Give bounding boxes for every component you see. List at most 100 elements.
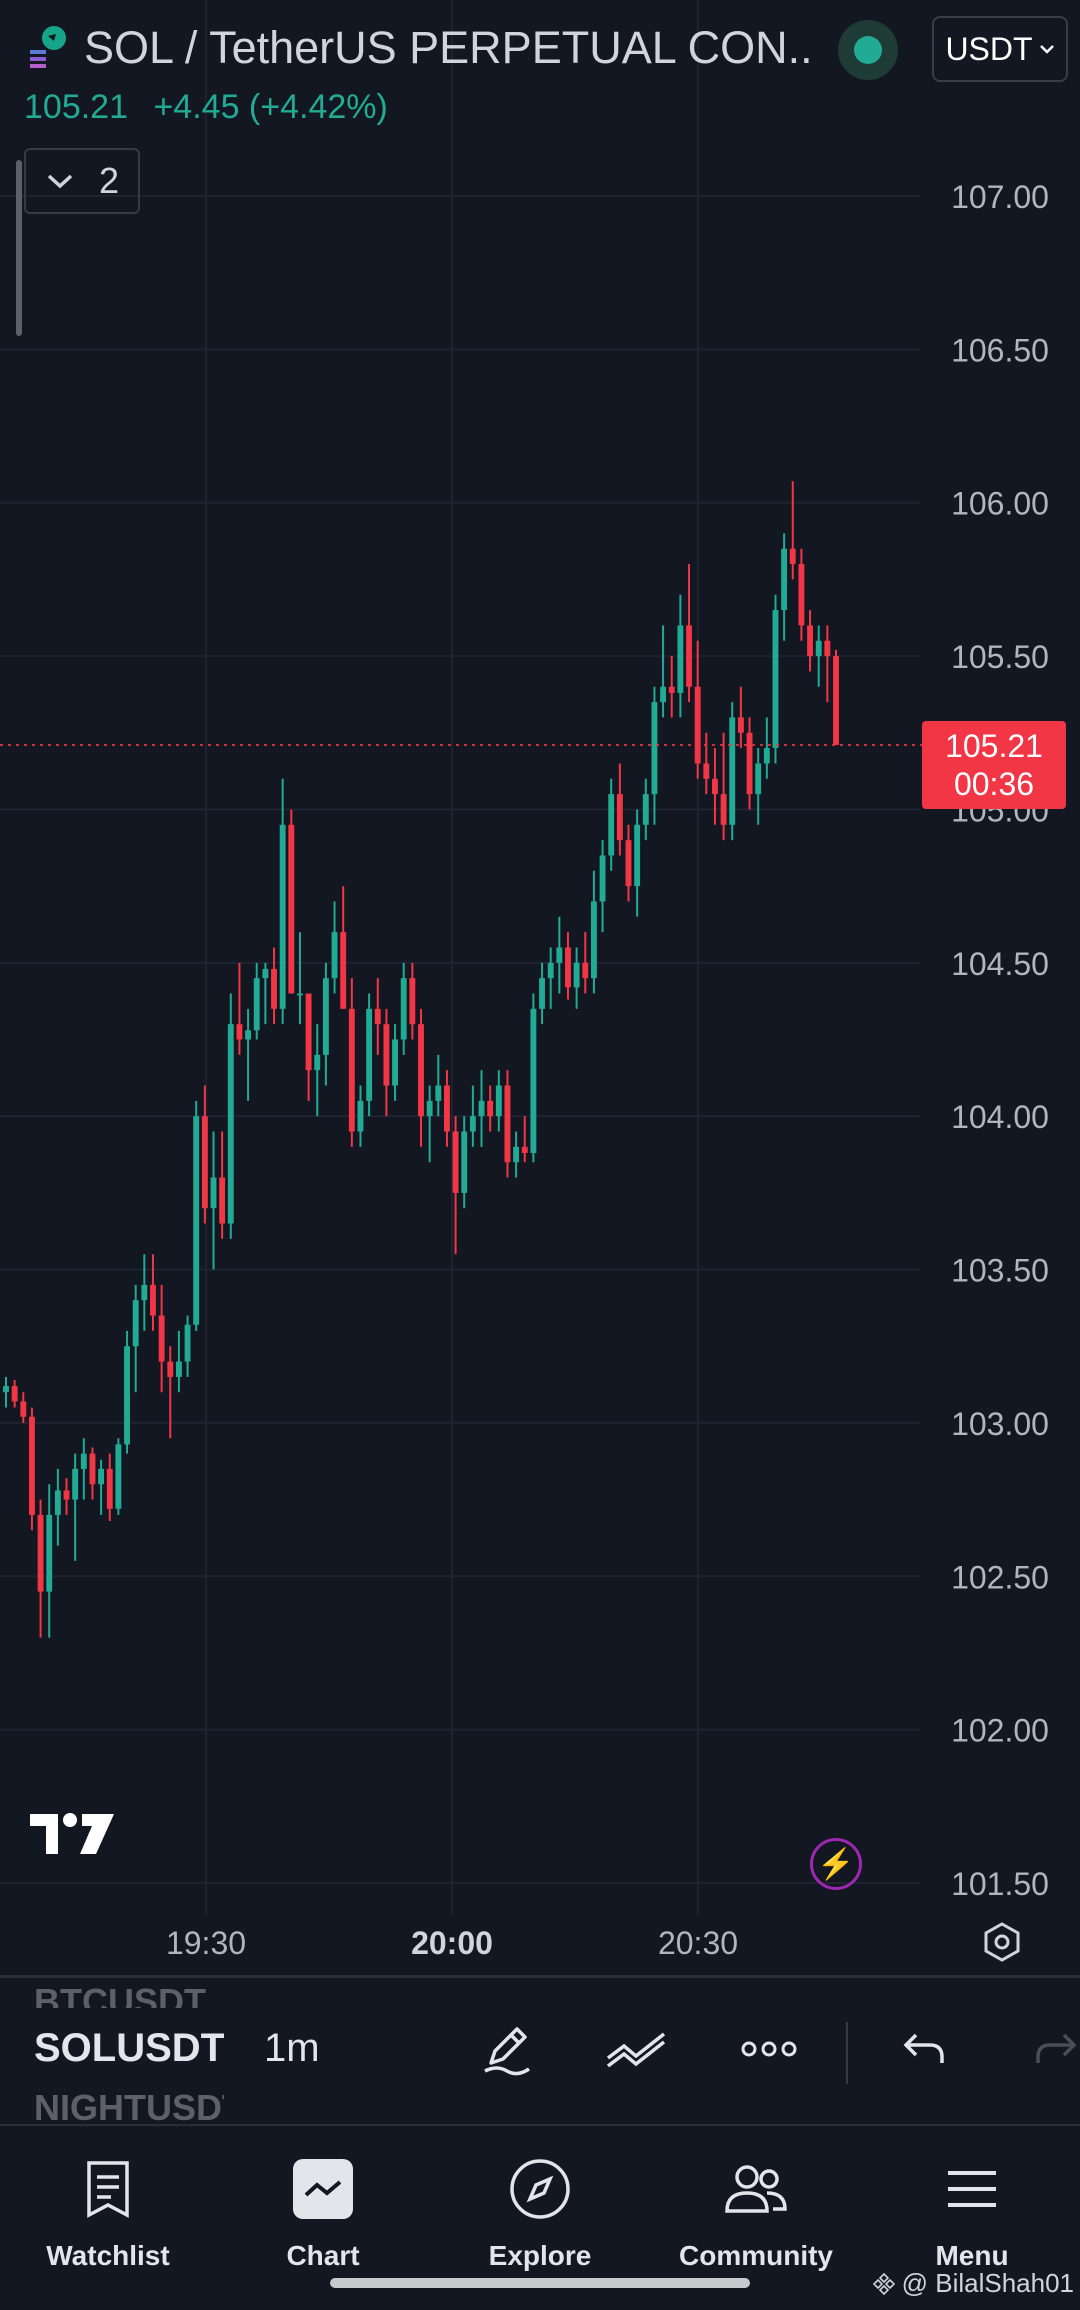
interval-button[interactable]: 1m xyxy=(264,2026,320,2070)
market-status-indicator[interactable] xyxy=(838,20,898,80)
candle-body xyxy=(141,1284,148,1301)
binance-icon xyxy=(872,2272,895,2295)
drawing-tool-button[interactable] xyxy=(472,2014,542,2084)
chart-icon xyxy=(293,2159,353,2219)
candle-body xyxy=(530,1008,537,1153)
candle-body xyxy=(236,1024,243,1040)
chevron-down-icon xyxy=(1039,45,1054,54)
candle-body xyxy=(409,978,416,1025)
price-tick-label: 107.00 xyxy=(951,179,1049,215)
more-tools-button[interactable] xyxy=(734,2014,804,2084)
nav-label: Community xyxy=(679,2240,833,2271)
price-tick-label: 104.00 xyxy=(951,1099,1049,1135)
candle-body xyxy=(262,968,269,979)
chart-grid xyxy=(0,0,920,1915)
candle-body xyxy=(703,763,710,779)
candle-body xyxy=(106,1468,113,1509)
candle-body xyxy=(781,548,788,611)
indicator-lines-icon xyxy=(606,2032,666,2068)
candles xyxy=(3,481,839,1638)
redo-icon xyxy=(1036,2033,1077,2063)
symbol-prev[interactable]: BTCUSDT xyxy=(34,1981,206,2008)
current-price-value: 105.21 xyxy=(945,728,1043,765)
candle-body xyxy=(547,962,554,979)
candle-body xyxy=(72,1468,79,1500)
price-tick-label: 102.50 xyxy=(951,1559,1049,1595)
nav-label: Chart xyxy=(286,2240,360,2271)
divider xyxy=(0,1975,1080,1978)
candle-body xyxy=(28,1416,35,1515)
nav-chart[interactable]: Chart xyxy=(223,2144,423,2272)
candle-body xyxy=(279,824,286,1009)
candle-body xyxy=(556,947,563,963)
last-price: 105.21 xyxy=(24,88,128,126)
redo-button[interactable] xyxy=(1020,2014,1080,2084)
candle-body xyxy=(746,732,753,795)
symbol-current[interactable]: SOLUSDT xyxy=(34,2026,224,2070)
candle-body xyxy=(124,1346,130,1445)
symbol-title[interactable]: SOL / TetherUS PERPETUAL CON... xyxy=(84,22,814,73)
candle-body xyxy=(729,717,736,825)
candle-body xyxy=(582,962,589,979)
candle-body xyxy=(651,702,658,795)
candle-body xyxy=(660,686,667,703)
nav-menu[interactable]: Menu xyxy=(872,2144,1072,2272)
candle-body xyxy=(495,1085,502,1117)
price-tick-label: 106.50 xyxy=(951,332,1049,368)
candle-body xyxy=(37,1514,44,1592)
candle-body xyxy=(46,1514,53,1592)
candle-body xyxy=(357,1100,364,1132)
indicators-button[interactable] xyxy=(602,2014,672,2084)
candle-body xyxy=(253,978,260,1031)
chart-settings-icon[interactable] xyxy=(980,1920,1024,1964)
symbol-next[interactable]: NIGHTUSDT xyxy=(34,2088,224,2124)
candle-body xyxy=(824,640,831,657)
candle-body xyxy=(833,656,839,746)
candle-body xyxy=(798,564,805,626)
toolbar-separator xyxy=(846,2022,848,2084)
price-change: +4.45 (+4.42%) xyxy=(153,88,388,126)
candle-body xyxy=(452,1131,459,1193)
menu-icon xyxy=(948,2171,996,2207)
current-price-tag: 105.21 00:36 xyxy=(922,721,1066,810)
price-axis[interactable]: 107.00106.50106.00105.50105.00104.50104.… xyxy=(951,179,1049,1902)
price-summary: 105.21 +4.45 (+4.42%) xyxy=(24,88,404,127)
candle-body xyxy=(322,978,329,1055)
undo-button[interactable] xyxy=(890,2014,960,2084)
candle-body xyxy=(150,1284,156,1316)
tradingview-logo-icon[interactable] xyxy=(30,1812,116,1856)
candle-body xyxy=(175,1361,182,1377)
candle-body xyxy=(694,686,701,764)
price-chart[interactable]: 107.00106.50106.00105.50105.00104.50104.… xyxy=(0,0,1080,1915)
time-tick: 20:30 xyxy=(657,1925,739,1961)
time-axis[interactable]: 19:30 20:00 20:30 xyxy=(0,1915,1080,1975)
indicators-toggle[interactable]: 2 xyxy=(24,148,140,214)
candle-body xyxy=(89,1453,96,1485)
nav-explore[interactable]: Explore xyxy=(440,2144,640,2272)
candle-body xyxy=(737,717,744,733)
candle-body xyxy=(245,1030,252,1040)
chart-header: SOL / TetherUS PERPETUAL CON... USDT 105… xyxy=(0,0,1080,214)
more-dots-icon xyxy=(741,2041,797,2057)
candle-body xyxy=(469,1116,476,1132)
divider xyxy=(0,2124,1080,2126)
candle-body xyxy=(392,1039,399,1086)
candle-body xyxy=(504,1085,511,1163)
candle-body xyxy=(366,1008,373,1101)
candle-body xyxy=(565,947,571,988)
nav-watchlist[interactable]: Watchlist xyxy=(8,2144,208,2272)
candle-body xyxy=(807,625,814,657)
candle-body xyxy=(426,1100,433,1117)
nav-label: Watchlist xyxy=(46,2240,170,2271)
home-indicator[interactable] xyxy=(330,2278,750,2288)
candle-body xyxy=(668,686,675,693)
candle-body xyxy=(461,1131,468,1193)
lightning-icon[interactable]: ⚡ xyxy=(810,1838,862,1890)
candle-body xyxy=(314,1054,321,1071)
candle-body xyxy=(712,778,718,795)
candle-body xyxy=(616,794,623,841)
candle-body xyxy=(271,968,277,1009)
nav-community[interactable]: Community xyxy=(656,2144,856,2272)
candle-body xyxy=(219,1177,226,1224)
currency-select[interactable]: USDT xyxy=(932,16,1068,82)
